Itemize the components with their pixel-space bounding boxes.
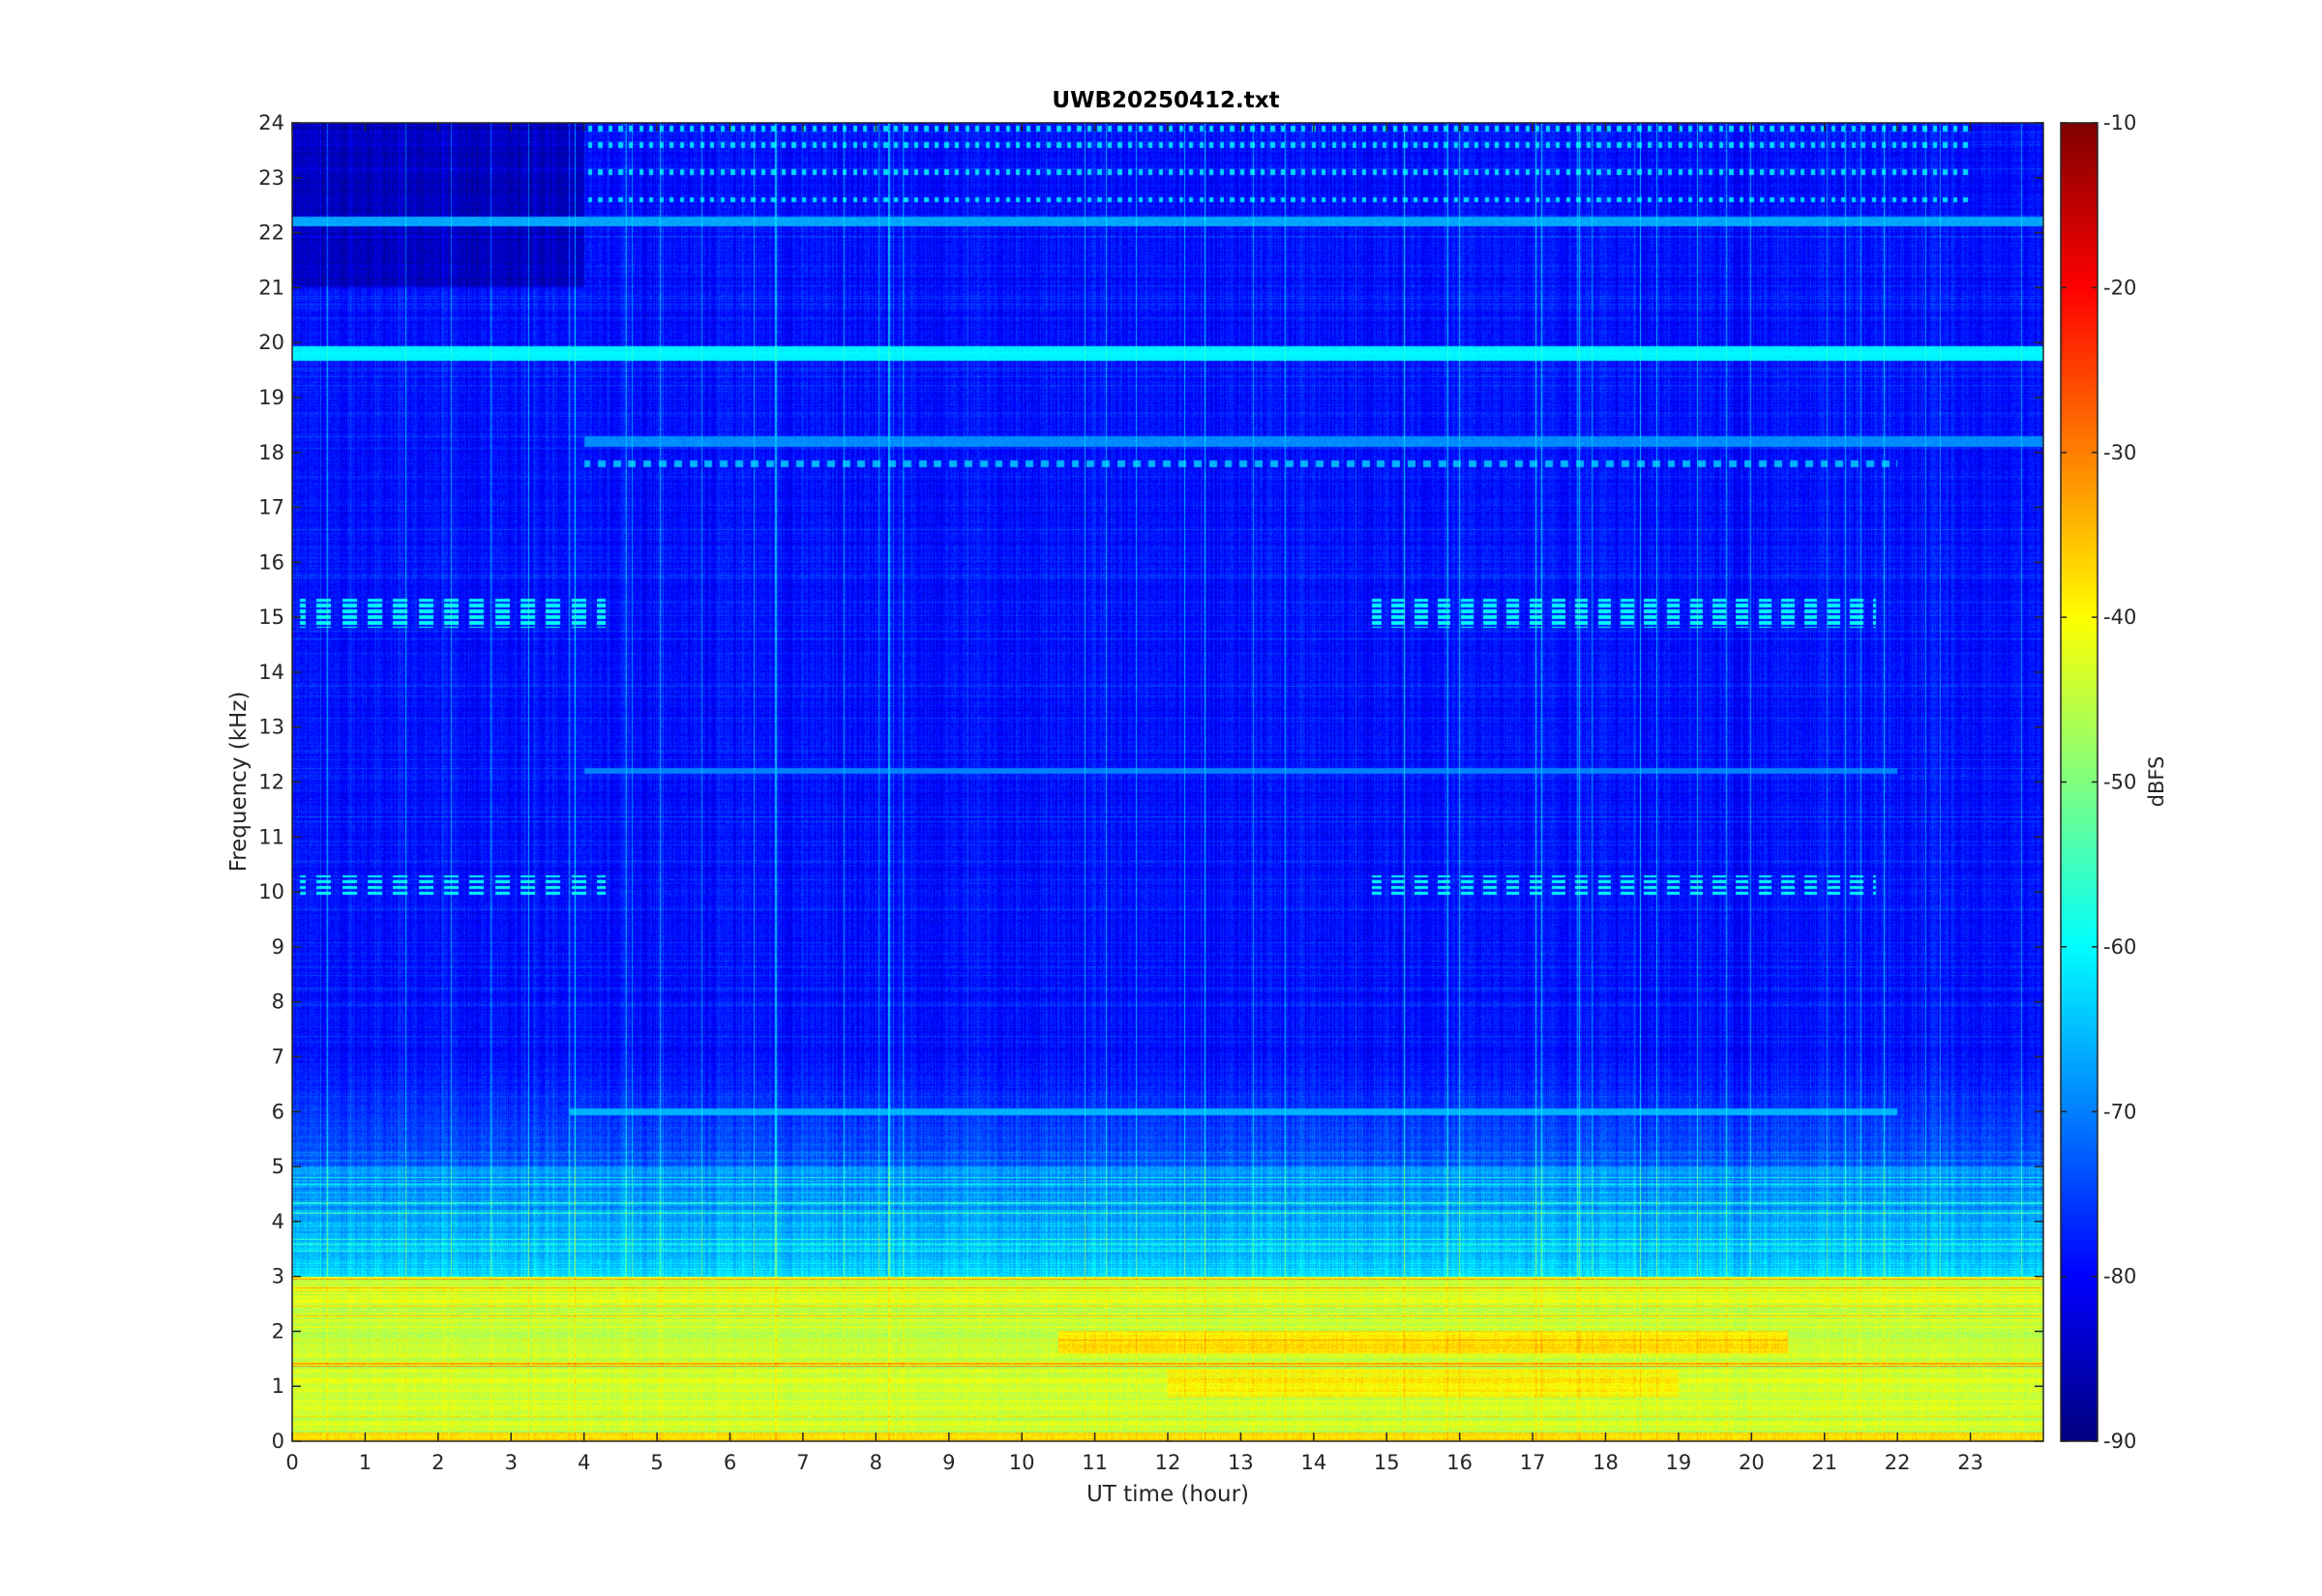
y-tick-label: 15 bbox=[258, 606, 284, 629]
colorbar-tick-label: -30 bbox=[2103, 441, 2136, 464]
x-tick-label: 0 bbox=[285, 1451, 298, 1474]
colorbar-label: dBFS bbox=[2145, 756, 2168, 808]
x-tick-label: 5 bbox=[650, 1451, 663, 1474]
y-tick-label: 9 bbox=[272, 935, 284, 959]
x-tick-label: 16 bbox=[1446, 1451, 1473, 1474]
y-tick-label: 10 bbox=[258, 880, 284, 903]
x-tick-label: 11 bbox=[1082, 1451, 1108, 1474]
y-tick-label: 2 bbox=[272, 1319, 284, 1343]
y-axis-label: Frequency (kHz) bbox=[226, 692, 252, 872]
x-tick-label: 1 bbox=[359, 1451, 372, 1474]
x-tick-label: 13 bbox=[1228, 1451, 1254, 1474]
colorbar: -10 -20 -30 -40 -50 -60 -70 -80 -90 dBFS bbox=[2060, 111, 2168, 1453]
x-tick-label: 18 bbox=[1593, 1451, 1619, 1474]
spectrogram-heatmap bbox=[292, 123, 2043, 1441]
colorbar-tick-label: -70 bbox=[2103, 1100, 2136, 1123]
y-tick-label: 16 bbox=[258, 550, 284, 574]
y-tick-label: 12 bbox=[258, 771, 284, 794]
y-tick-label: 5 bbox=[272, 1155, 284, 1178]
x-tick-label: 9 bbox=[942, 1451, 955, 1474]
x-tick-label: 20 bbox=[1739, 1451, 1765, 1474]
x-tick-label: 4 bbox=[578, 1451, 590, 1474]
colorbar-tick-label: -50 bbox=[2103, 771, 2136, 794]
colorbar-tick-label: -10 bbox=[2103, 111, 2136, 134]
y-tick-label: 19 bbox=[258, 386, 284, 409]
colorbar-tick-label: -90 bbox=[2103, 1430, 2136, 1453]
y-tick-label: 14 bbox=[258, 661, 284, 684]
colorbar-tick-label: -40 bbox=[2103, 606, 2136, 629]
colorbar-ticks: -10 -20 -30 -40 -50 -60 -70 -80 -90 bbox=[2061, 111, 2136, 1453]
x-tick-label: 22 bbox=[1885, 1451, 1911, 1474]
y-tick-label: 3 bbox=[272, 1265, 284, 1288]
y-tick-label: 22 bbox=[258, 222, 284, 245]
x-tick-label: 8 bbox=[870, 1451, 882, 1474]
y-tick-label: 6 bbox=[272, 1100, 284, 1123]
chart-title: UWB20250412.txt bbox=[1052, 88, 1279, 113]
colorbar-tick-label: -80 bbox=[2103, 1265, 2136, 1288]
x-tick-label: 15 bbox=[1374, 1451, 1400, 1474]
x-tick-label: 10 bbox=[1009, 1451, 1035, 1474]
colorbar-tick-label: -60 bbox=[2103, 935, 2136, 959]
y-tick-label: 24 bbox=[258, 111, 284, 134]
colorbar-tick-label: -20 bbox=[2103, 276, 2136, 299]
y-tick-label: 0 bbox=[272, 1430, 284, 1453]
y-tick-label: 8 bbox=[272, 990, 284, 1014]
x-tick-label: 19 bbox=[1666, 1451, 1692, 1474]
x-tick-label: 23 bbox=[1957, 1451, 1983, 1474]
y-tick-label: 7 bbox=[272, 1045, 284, 1068]
x-tick-label: 6 bbox=[724, 1451, 736, 1474]
spectrogram-plot-area bbox=[291, 122, 2044, 1442]
x-axis-label: UT time (hour) bbox=[1087, 1482, 1249, 1507]
y-tick-label: 1 bbox=[272, 1374, 284, 1398]
y-tick-label: 13 bbox=[258, 716, 284, 739]
x-tick-label: 17 bbox=[1520, 1451, 1546, 1474]
y-tick-label: 18 bbox=[258, 441, 284, 464]
y-tick-label: 17 bbox=[258, 496, 284, 519]
x-tick-label: 7 bbox=[796, 1451, 809, 1474]
x-axis-ticks: 0 1 2 3 4 5 6 7 8 9 10 11 12 13 14 15 16 17 18 19 20 21 22 23 bbox=[285, 123, 1983, 1474]
x-tick-label: 2 bbox=[432, 1451, 444, 1474]
y-tick-label: 23 bbox=[258, 166, 284, 190]
y-tick-label: 21 bbox=[258, 276, 284, 299]
x-tick-label: 12 bbox=[1155, 1451, 1181, 1474]
y-tick-label: 20 bbox=[258, 331, 284, 354]
colorbar-gradient bbox=[2061, 123, 2098, 1441]
x-tick-label: 14 bbox=[1300, 1451, 1326, 1474]
y-tick-label: 4 bbox=[272, 1210, 284, 1233]
x-tick-label: 21 bbox=[1811, 1451, 1837, 1474]
x-tick-label: 3 bbox=[505, 1451, 518, 1474]
y-tick-label: 11 bbox=[258, 825, 284, 848]
